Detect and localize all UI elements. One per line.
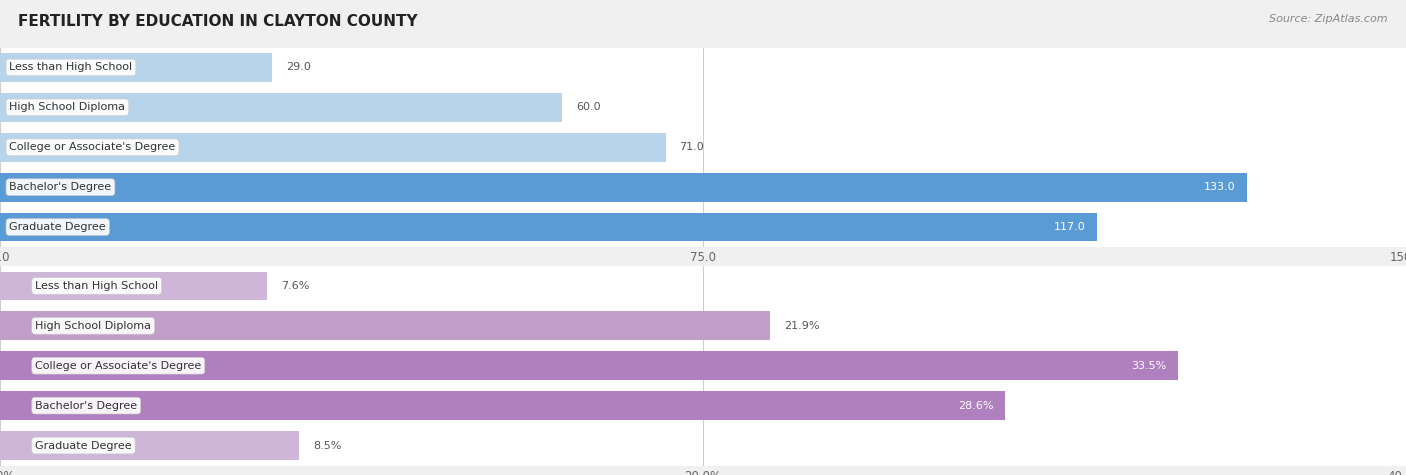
Bar xyxy=(0,431,298,460)
Bar xyxy=(0,266,1406,306)
Text: 117.0: 117.0 xyxy=(1053,222,1085,232)
Bar xyxy=(0,391,1005,420)
Text: 133.0: 133.0 xyxy=(1204,182,1236,192)
Bar xyxy=(0,386,1406,426)
Text: High School Diploma: High School Diploma xyxy=(10,102,125,113)
Bar xyxy=(0,127,1406,167)
Bar xyxy=(0,48,1406,87)
Bar xyxy=(0,213,1097,241)
Text: Graduate Degree: Graduate Degree xyxy=(35,440,132,451)
Bar xyxy=(0,272,267,300)
Text: Less than High School: Less than High School xyxy=(10,62,132,73)
Text: 21.9%: 21.9% xyxy=(785,321,820,331)
Text: 33.5%: 33.5% xyxy=(1130,361,1167,371)
Text: 29.0: 29.0 xyxy=(285,62,311,73)
Text: High School Diploma: High School Diploma xyxy=(35,321,152,331)
Bar xyxy=(0,173,1247,201)
Text: 60.0: 60.0 xyxy=(576,102,602,113)
Text: 7.6%: 7.6% xyxy=(281,281,309,291)
Text: College or Associate's Degree: College or Associate's Degree xyxy=(10,142,176,152)
Text: 8.5%: 8.5% xyxy=(312,440,342,451)
Text: Source: ZipAtlas.com: Source: ZipAtlas.com xyxy=(1270,14,1388,24)
Text: Less than High School: Less than High School xyxy=(35,281,159,291)
Bar xyxy=(0,346,1406,386)
Bar xyxy=(0,426,1406,466)
Bar xyxy=(0,207,1406,247)
Text: 28.6%: 28.6% xyxy=(959,400,994,411)
Text: FERTILITY BY EDUCATION IN CLAYTON COUNTY: FERTILITY BY EDUCATION IN CLAYTON COUNTY xyxy=(18,14,418,29)
Text: Graduate Degree: Graduate Degree xyxy=(10,222,105,232)
Bar xyxy=(0,312,770,340)
Bar xyxy=(0,93,562,122)
Text: Bachelor's Degree: Bachelor's Degree xyxy=(10,182,111,192)
Text: Bachelor's Degree: Bachelor's Degree xyxy=(35,400,138,411)
Text: 71.0: 71.0 xyxy=(679,142,704,152)
Bar xyxy=(0,87,1406,127)
Bar xyxy=(0,133,665,162)
Bar xyxy=(0,167,1406,207)
Bar xyxy=(0,53,271,82)
Bar xyxy=(0,352,1177,380)
Bar xyxy=(0,306,1406,346)
Text: College or Associate's Degree: College or Associate's Degree xyxy=(35,361,201,371)
